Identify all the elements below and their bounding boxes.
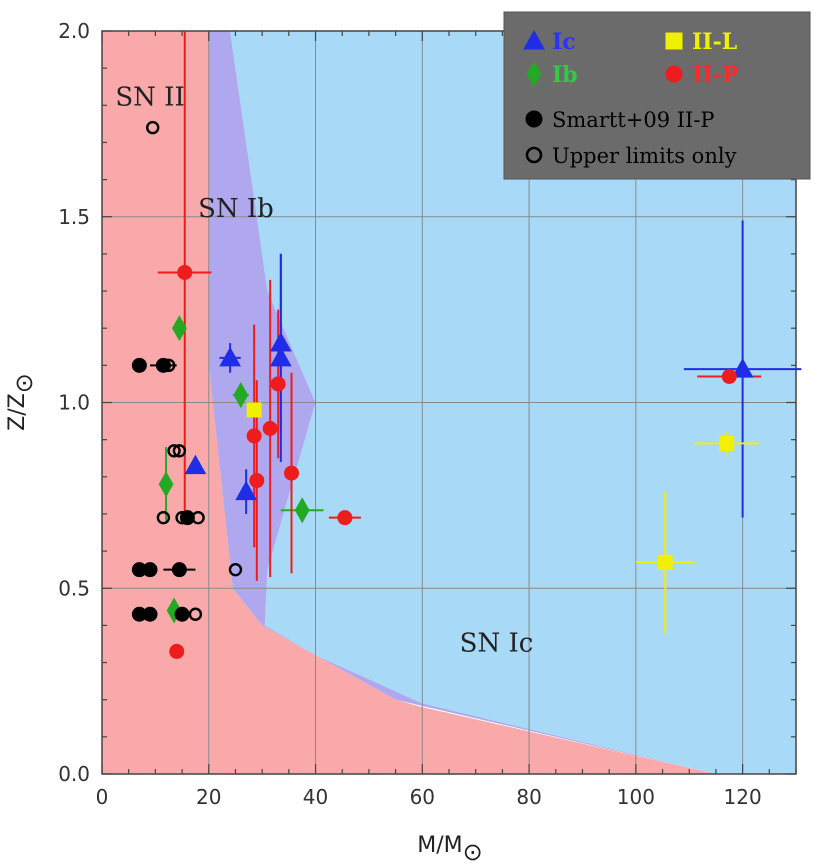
- point-ii-p: [721, 368, 737, 384]
- point-upper-limits-only: [146, 120, 160, 135]
- point-ii-p: [270, 376, 286, 392]
- legend-marker-ic: [523, 29, 545, 50]
- point-ii-p: [262, 421, 278, 437]
- region-label: SN Ic: [460, 628, 534, 658]
- legend-marker-ii-p: [665, 65, 683, 83]
- x-tick-label: 40: [303, 785, 328, 809]
- x-tick-layer: 0 20 40 60 80 100 120: [96, 31, 797, 809]
- region-label-layer: SN II SN Ib SN Ic: [115, 82, 533, 658]
- legend-marker-upper-limits-only: [525, 146, 543, 164]
- point-ib: [172, 315, 187, 342]
- legend-box: [503, 11, 811, 180]
- point-ii-p: [337, 510, 353, 526]
- point-ic: [269, 346, 292, 367]
- point-smartt-09-ii-p: [142, 562, 158, 578]
- region-label: SN Ib: [198, 194, 274, 224]
- data-point-layer: [131, 120, 754, 659]
- x-axis-label-text: M/M: [417, 833, 462, 858]
- point-ib: [294, 497, 310, 524]
- point-ic: [184, 454, 207, 475]
- y-tick-label: 1.5: [58, 205, 90, 229]
- legend: Ic II-L Ib II-P Smartt+09 II-P Upper limits o…: [503, 11, 811, 180]
- point-upper-limits-only: [172, 444, 187, 458]
- point-ii-p: [169, 643, 185, 659]
- legend-label-ii-p: II-P: [692, 62, 738, 88]
- point-smartt-09-ii-p: [131, 357, 147, 373]
- y-tick-label: 1.0: [58, 391, 90, 415]
- x-tick-label: 20: [196, 785, 221, 809]
- point-upper-limits-only: [191, 510, 205, 525]
- point-ib: [158, 471, 174, 498]
- y-axis-label-text: Z/Z: [5, 393, 30, 431]
- point-ic: [235, 480, 257, 501]
- legend-marker-smartt-09-ii-p: [525, 110, 543, 128]
- y-tick-label: 0.5: [58, 576, 90, 600]
- y-axis-label: Z/Z⊙: [5, 373, 38, 431]
- point-upper-limits-only: [175, 510, 189, 525]
- region-label: SN II: [115, 82, 184, 112]
- legend-marker-ib: [526, 60, 542, 88]
- legend-label-upper-limits-only: Upper limits only: [552, 144, 737, 168]
- region-sn-ii: [102, 31, 716, 774]
- legend-marker-ii-l: [665, 32, 683, 50]
- point-ii-p: [249, 473, 265, 489]
- point-upper-limits-only: [228, 562, 243, 577]
- point-ib: [233, 382, 249, 409]
- point-upper-limits-only: [156, 510, 171, 525]
- y-axis-label-sun-symbol: ⊙: [10, 373, 38, 393]
- legend-label-smartt-09-ii-p: Smartt+09 II-P: [552, 108, 715, 132]
- point-ii-p: [284, 465, 300, 481]
- point-ib: [166, 597, 182, 624]
- point-smartt-09-ii-p: [171, 562, 187, 578]
- point-ii-l: [657, 554, 673, 570]
- point-ic: [731, 358, 754, 378]
- y-tick-label: 0.0: [58, 762, 90, 786]
- x-tick-label: 100: [617, 785, 655, 809]
- legend-label-ib: Ib: [552, 62, 578, 88]
- point-ic: [219, 346, 241, 367]
- point-ii-l: [719, 435, 735, 451]
- x-tick-label: 120: [724, 785, 762, 809]
- point-upper-limits-only: [167, 444, 181, 458]
- x-tick-label: 60: [410, 785, 435, 809]
- x-axis-label-sun-symbol: ⊙: [463, 838, 483, 865]
- point-upper-limits-only: [188, 607, 203, 621]
- point-ii-p: [246, 428, 262, 444]
- y-tick-layer: 0.0 0.5 1.0 1.5 2.0: [58, 19, 796, 786]
- x-tick-label: 80: [516, 785, 541, 809]
- x-tick-label: 0: [96, 785, 109, 809]
- point-ii-p: [177, 264, 193, 280]
- point-upper-limits-only: [162, 358, 176, 373]
- y-tick-label: 2.0: [58, 19, 90, 43]
- point-smartt-09-ii-p: [142, 606, 158, 622]
- point-smartt-09-ii-p: [174, 606, 190, 622]
- legend-label-ic: Ic: [552, 29, 576, 55]
- x-axis-label: M/M⊙: [417, 833, 482, 865]
- point-ii-l: [246, 402, 262, 418]
- legend-label-ii-l: II-L: [692, 29, 737, 55]
